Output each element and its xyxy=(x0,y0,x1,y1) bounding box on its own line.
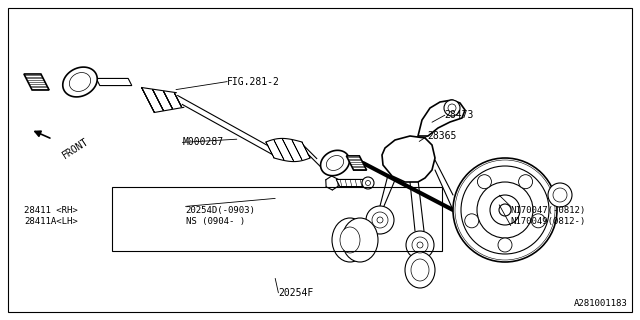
Circle shape xyxy=(377,217,383,223)
Ellipse shape xyxy=(340,227,360,253)
Circle shape xyxy=(465,214,479,228)
Polygon shape xyxy=(292,140,302,160)
Text: A281001183: A281001183 xyxy=(574,299,628,308)
Polygon shape xyxy=(163,91,173,109)
Circle shape xyxy=(362,177,374,189)
Circle shape xyxy=(417,242,423,248)
Text: 28473: 28473 xyxy=(445,110,474,120)
Text: N170047(-0812)
N170049(0812-): N170047(-0812) N170049(0812-) xyxy=(511,206,586,226)
Text: FIG.281-2: FIG.281-2 xyxy=(227,76,280,87)
Text: M000287: M000287 xyxy=(182,137,223,148)
Circle shape xyxy=(453,158,557,262)
Ellipse shape xyxy=(411,259,429,281)
Polygon shape xyxy=(152,89,163,111)
Text: FRONT: FRONT xyxy=(61,137,91,161)
Text: 28365: 28365 xyxy=(428,131,457,141)
Polygon shape xyxy=(382,136,435,182)
Ellipse shape xyxy=(342,218,378,262)
Circle shape xyxy=(499,204,511,216)
Circle shape xyxy=(477,175,492,189)
Circle shape xyxy=(455,160,555,260)
Ellipse shape xyxy=(332,218,368,262)
Polygon shape xyxy=(282,139,294,162)
Polygon shape xyxy=(302,142,310,158)
Text: 20254F: 20254F xyxy=(278,288,314,298)
Circle shape xyxy=(498,238,512,252)
Circle shape xyxy=(444,100,460,116)
Polygon shape xyxy=(336,180,367,187)
Circle shape xyxy=(448,104,456,112)
Text: 28411 <RH>
28411A<LH>: 28411 <RH> 28411A<LH> xyxy=(24,206,78,226)
Polygon shape xyxy=(141,88,154,112)
Ellipse shape xyxy=(405,252,435,288)
Polygon shape xyxy=(321,150,349,176)
Polygon shape xyxy=(63,67,97,97)
Polygon shape xyxy=(274,140,284,160)
Polygon shape xyxy=(96,78,132,85)
Polygon shape xyxy=(346,156,367,170)
Polygon shape xyxy=(174,93,182,107)
Circle shape xyxy=(490,195,520,225)
Circle shape xyxy=(412,237,428,253)
Circle shape xyxy=(406,231,434,259)
Polygon shape xyxy=(69,73,91,92)
Circle shape xyxy=(366,206,394,234)
Circle shape xyxy=(461,166,549,254)
Polygon shape xyxy=(266,142,274,158)
Bar xyxy=(112,187,442,251)
Polygon shape xyxy=(418,100,465,136)
Circle shape xyxy=(531,214,545,228)
Circle shape xyxy=(553,188,567,202)
Circle shape xyxy=(365,180,371,186)
Polygon shape xyxy=(24,74,49,90)
Circle shape xyxy=(548,183,572,207)
Circle shape xyxy=(518,175,532,189)
Polygon shape xyxy=(326,156,344,171)
Text: 20254D(-0903)
NS (0904- ): 20254D(-0903) NS (0904- ) xyxy=(186,206,255,226)
Circle shape xyxy=(372,212,388,228)
Circle shape xyxy=(477,182,533,238)
